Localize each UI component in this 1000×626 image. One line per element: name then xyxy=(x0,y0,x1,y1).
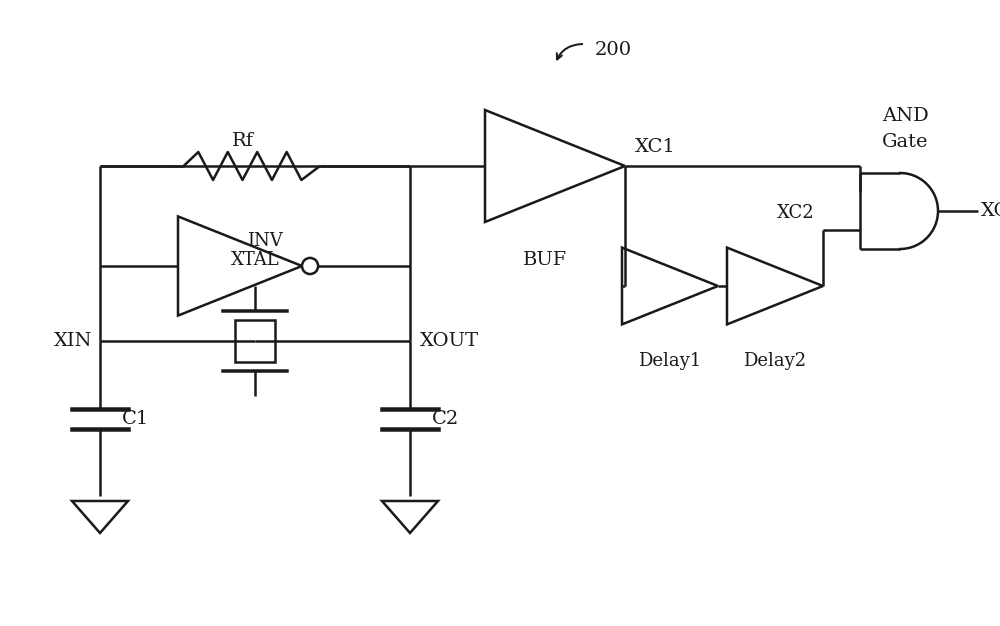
Text: C2: C2 xyxy=(432,409,459,428)
Text: XC3: XC3 xyxy=(981,202,1000,220)
Text: XC2: XC2 xyxy=(777,204,815,222)
Text: XOUT: XOUT xyxy=(420,332,479,350)
Text: Delay2: Delay2 xyxy=(743,352,807,370)
Text: AND: AND xyxy=(882,107,928,125)
Text: XIN: XIN xyxy=(54,332,92,350)
Text: 200: 200 xyxy=(595,41,632,59)
Text: BUF: BUF xyxy=(523,251,567,269)
Bar xyxy=(235,320,275,362)
Text: INV: INV xyxy=(247,232,283,250)
Text: XTAL: XTAL xyxy=(231,251,279,269)
Text: Delay1: Delay1 xyxy=(638,352,702,370)
Text: Rf: Rf xyxy=(231,132,254,150)
Text: XC1: XC1 xyxy=(635,138,676,156)
Text: Gate: Gate xyxy=(882,133,928,151)
Text: C1: C1 xyxy=(122,409,149,428)
